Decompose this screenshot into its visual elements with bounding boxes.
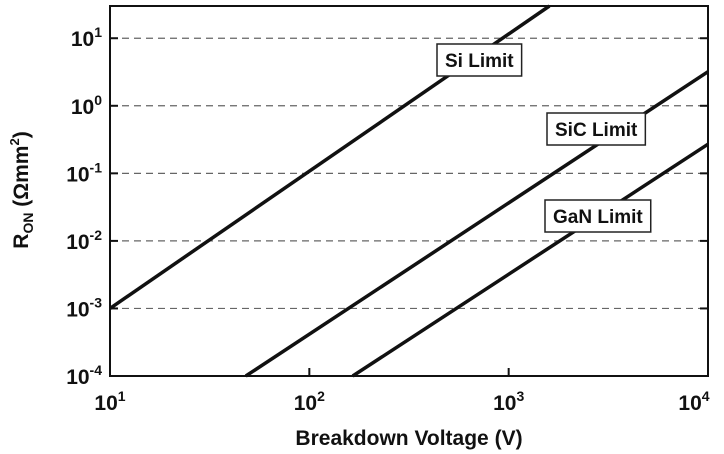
y-tick-label: 10-3: [66, 294, 102, 321]
x-tick-label: 102: [294, 388, 325, 415]
x-axis-ticks: 101 102 103 104: [94, 368, 710, 415]
y-axis-title-unit-close: ): [10, 131, 33, 138]
x-tick-label: 103: [493, 388, 524, 415]
x-tick-label: 101: [94, 388, 125, 415]
series-label-text: SiC Limit: [555, 120, 638, 141]
series-label-text: GaN Limit: [553, 207, 643, 228]
y-axis-title-main: R: [10, 234, 33, 249]
y-tick-label: 101: [71, 24, 102, 51]
series-label: GaN Limit: [544, 199, 652, 233]
series-labels: Si Limit SiC Limit GaN Limit: [436, 43, 652, 233]
y-axis-title-sub: ON: [20, 213, 36, 234]
y-tick-label: 10-4: [66, 362, 102, 389]
x-tick-label: 104: [678, 388, 709, 415]
series-group: [109, 4, 709, 378]
series-line: [351, 142, 709, 378]
series-label-text: Si Limit: [445, 51, 514, 72]
series-label: SiC Limit: [546, 112, 647, 146]
y-axis-title-unit: (Ωmm: [10, 146, 33, 213]
series-label-box: [436, 43, 523, 77]
y-tick-label: 10-2: [66, 227, 102, 254]
series-label: Si Limit: [436, 43, 523, 77]
y-axis-title-unit-exp: 2: [7, 138, 22, 145]
x-axis-title: Breakdown Voltage (V): [295, 427, 522, 450]
series-label-box: [546, 112, 647, 146]
y-tick-label: 100: [71, 92, 102, 119]
plot-frame: [109, 5, 709, 377]
series-label-box: [544, 199, 652, 233]
y-tick-label: 10-1: [66, 159, 102, 186]
y-axis-ticks: 101 100 10-1 10-2 10-3 10-4: [66, 24, 708, 389]
y-axis-title: RON (Ωmm2): [7, 131, 36, 248]
